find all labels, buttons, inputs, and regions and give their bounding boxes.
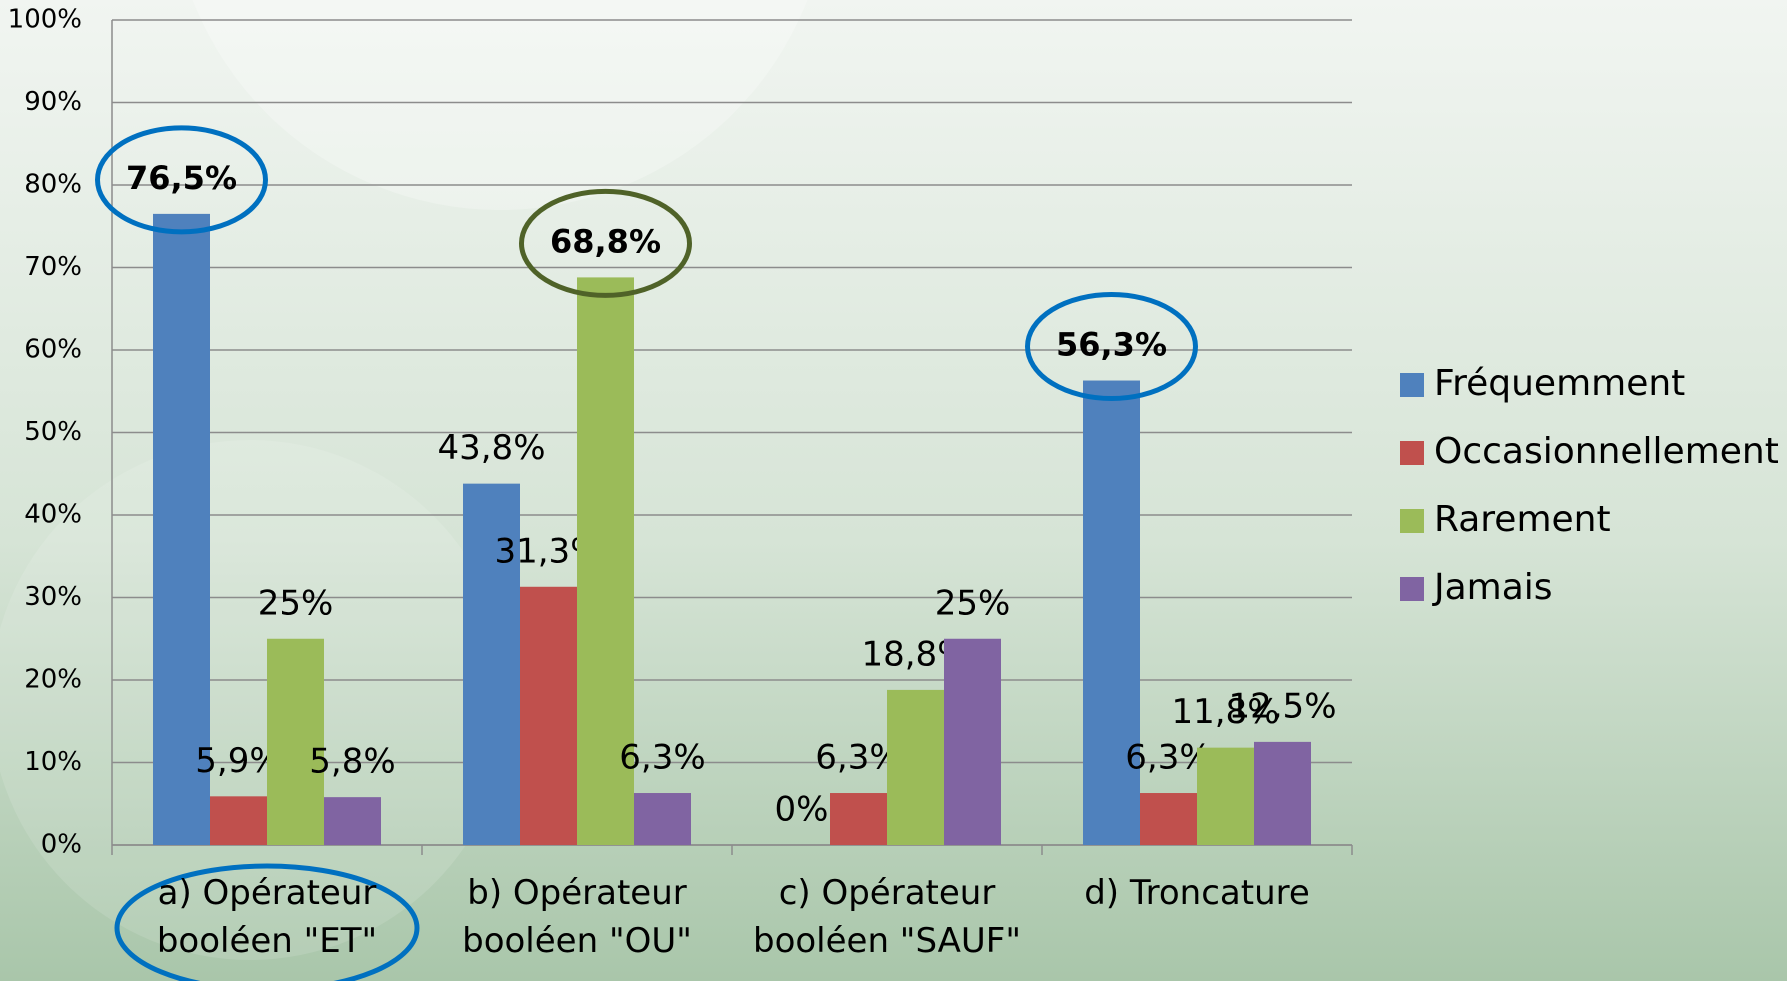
legend-swatch [1400, 441, 1424, 465]
data-label: 25% [258, 583, 334, 623]
data-label: 6,3% [619, 738, 705, 778]
data-label: 56,3% [1056, 326, 1167, 364]
data-label: 76,5% [126, 159, 237, 197]
bar [1197, 747, 1254, 845]
highlight-ellipse [114, 863, 420, 981]
x-tick-label: c) Opérateur booléen "SAUF" [752, 873, 1021, 961]
bar [577, 277, 634, 845]
y-tick-label: 40% [24, 500, 82, 530]
legend-label: Fréquemment [1434, 363, 1685, 404]
bar [267, 638, 324, 845]
x-tick-label: a) Opérateur booléen "ET" [156, 873, 378, 961]
y-tick-label: 100% [8, 5, 82, 35]
x-tick-label: b) Opérateur booléen "OU" [462, 873, 692, 961]
data-label: 5,8% [309, 742, 395, 782]
y-tick-label: 60% [24, 335, 82, 365]
bar [210, 796, 267, 845]
bar [634, 793, 691, 845]
background-shape [192, 0, 808, 210]
legend-swatch [1400, 509, 1424, 533]
bar [1140, 793, 1197, 845]
data-label: 11,8% [1171, 692, 1279, 732]
data-label: 43,8% [437, 428, 545, 468]
bar [944, 638, 1001, 845]
y-tick-label: 20% [24, 665, 82, 695]
highlight-ellipse [1025, 292, 1198, 402]
legend-swatch [1400, 577, 1424, 601]
bar [1083, 380, 1140, 845]
bar [887, 689, 944, 845]
legend-swatch [1400, 373, 1424, 397]
bar [463, 483, 520, 845]
y-tick-label: 90% [24, 87, 82, 117]
bar [153, 213, 210, 845]
y-tick-label: 70% [24, 252, 82, 282]
data-label: 12,5% [1228, 686, 1336, 726]
y-tick-label: 30% [24, 582, 82, 612]
y-tick-label: 10% [24, 747, 82, 777]
highlight-ellipse [519, 188, 692, 298]
data-label: 0% [775, 790, 829, 830]
legend-label: Jamais [1432, 567, 1553, 608]
highlight-ellipse [95, 125, 268, 235]
x-tick-label: d) Troncature [1084, 873, 1310, 913]
y-tick-label: 80% [24, 170, 82, 200]
bar [324, 797, 381, 845]
legend-label: Occasionnellement [1434, 431, 1779, 472]
legend-label: Rarement [1434, 499, 1611, 540]
bar [830, 793, 887, 845]
data-label: 25% [935, 583, 1011, 623]
bar [520, 586, 577, 845]
y-tick-label: 0% [41, 830, 82, 860]
bar [1254, 741, 1311, 845]
background-shape [0, 440, 510, 960]
data-label: 68,8% [550, 222, 661, 260]
y-tick-label: 50% [24, 417, 82, 447]
